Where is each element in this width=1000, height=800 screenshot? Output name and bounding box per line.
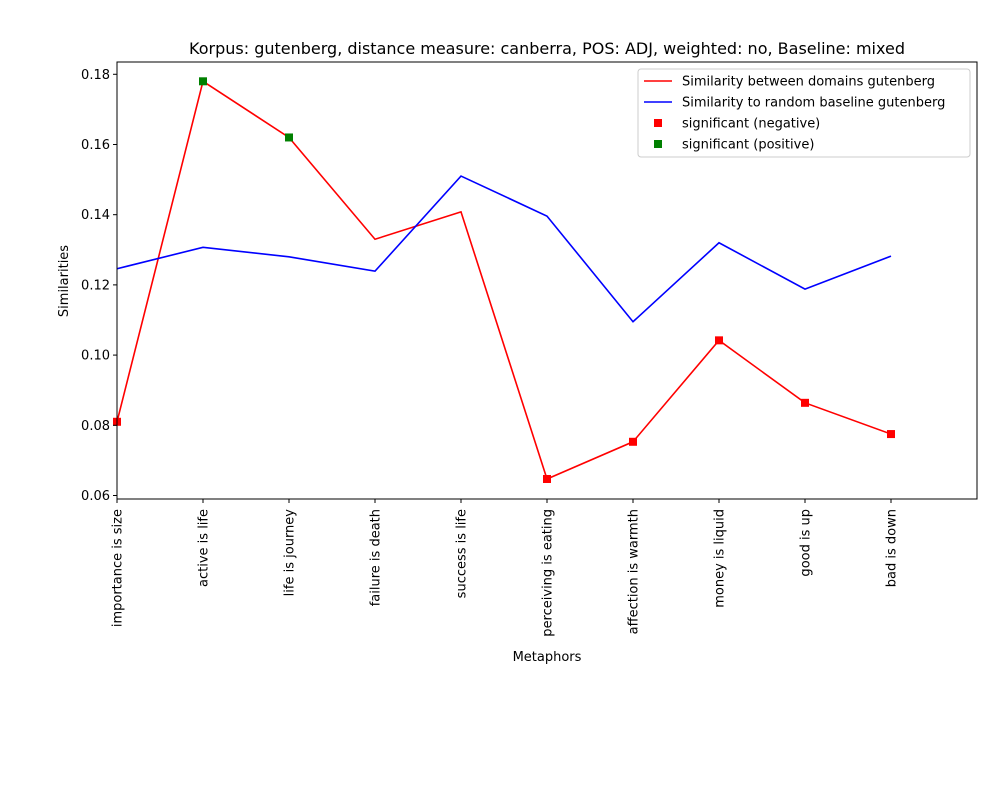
x-tick-label: perceiving is eating (541, 509, 556, 637)
marker-significant-negative (887, 430, 895, 439)
x-tick-label: money is liquid (713, 509, 728, 608)
x-axis-label: Metaphors (513, 650, 582, 665)
y-tick-label: 0.10 (81, 349, 110, 364)
x-tick-label: success is life (455, 509, 470, 598)
marker-significant-negative (543, 474, 551, 483)
x-tick-label: bad is down (885, 509, 900, 587)
legend-label: Similarity to random baseline gutenberg (682, 96, 945, 111)
x-tick-label: good is up (799, 509, 814, 577)
y-tick-label: 0.12 (81, 278, 110, 293)
x-tick-label: affection is warmth (627, 509, 642, 634)
legend-label: significant (negative) (682, 117, 820, 132)
x-tick-label: failure is death (369, 509, 384, 606)
marker-significant-positive (199, 77, 207, 86)
marker-significant-negative (629, 437, 637, 446)
series-line-1 (116, 175, 892, 323)
marker-significant-negative (715, 336, 723, 345)
legend-box (637, 68, 971, 158)
legend: Similarity between domains gutenberg Simi… (637, 68, 971, 158)
y-tick-label: 0.16 (81, 138, 110, 153)
y-tick-label: 0.06 (81, 489, 110, 504)
y-axis: 0.06 0.08 0.10 0.12 0.14 0.16 0.18 (81, 68, 117, 504)
x-tick-label: active is life (197, 509, 212, 587)
y-tick-label: 0.14 (81, 208, 110, 223)
x-axis: importance is size active is life life is … (111, 499, 900, 637)
series-layer (116, 80, 892, 481)
legend-label: significant (positive) (682, 138, 814, 153)
legend-marker-swatch (654, 140, 662, 148)
legend-marker-swatch (654, 119, 662, 127)
y-tick-label: 0.18 (81, 68, 110, 83)
y-axis-label: Similarities (57, 245, 72, 317)
chart-title: Korpus: gutenberg, distance measure: can… (189, 39, 905, 58)
y-tick-label: 0.08 (81, 419, 110, 434)
marker-significant-positive (285, 133, 293, 142)
marker-significant-negative (801, 398, 809, 407)
series-line-0 (116, 80, 892, 481)
x-tick-label: importance is size (111, 509, 126, 627)
x-tick-label: life is journey (283, 509, 298, 597)
legend-label: Similarity between domains gutenberg (682, 75, 935, 90)
